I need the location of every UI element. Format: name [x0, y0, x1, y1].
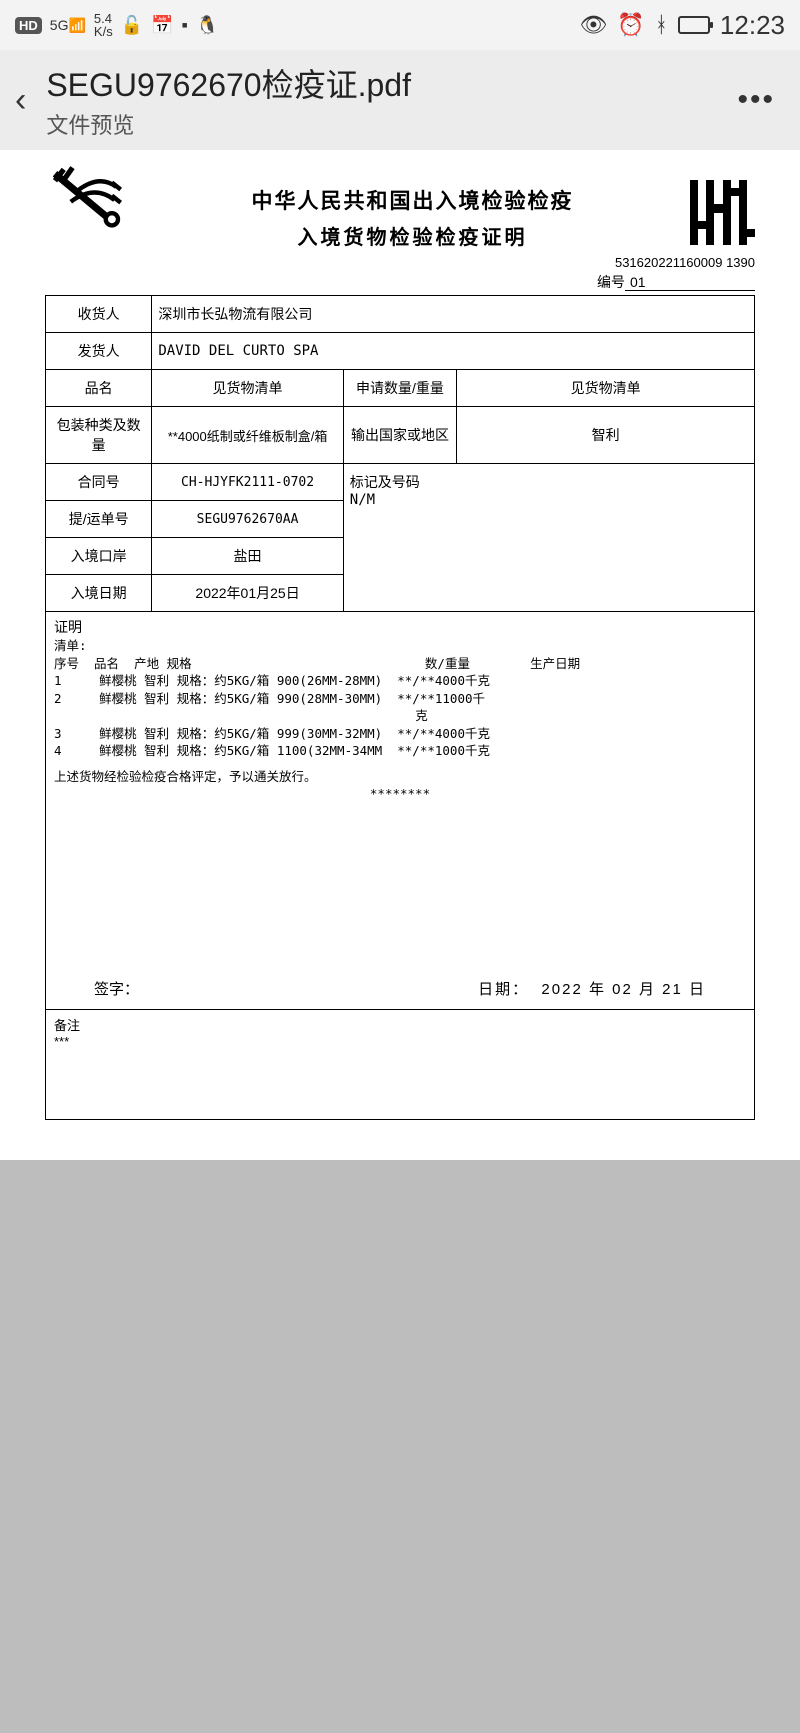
consignee-value: 深圳市长弘物流有限公司	[152, 296, 755, 333]
back-button[interactable]: ‹	[15, 81, 26, 120]
battery-icon	[678, 16, 710, 34]
consignee-label: 收货人	[46, 296, 152, 333]
signature-label: 签字：	[94, 978, 139, 999]
document-page: 中华人民共和国出入境检验检疫 入境货物检验检疫证明 53162022116000…	[0, 150, 800, 1160]
product-label: 品名	[46, 370, 152, 407]
doc-title-2: 入境货物检验检疫证明	[135, 221, 690, 250]
calendar-icon: 📅	[151, 15, 173, 36]
logo-icon	[45, 165, 135, 235]
file-title: SEGU9762670检疫证.pdf	[46, 60, 717, 106]
qty-label: 申请数量/重量	[343, 370, 456, 407]
shipper-value: DAVID DEL CURTO SPA	[152, 333, 755, 370]
signature-date: 日期： 2022 年 02 月 21 日	[478, 978, 706, 999]
status-bar: HD 5G📶 5.4K/s 🔓 📅 ▪ 🐧 👁 ⏰ ᚼ 12:23	[0, 0, 800, 50]
lock-icon: 🔓	[121, 15, 143, 36]
bill-label: 提/运单号	[46, 501, 152, 538]
port-value: 盐田	[152, 538, 343, 575]
bluetooth-icon: ᚼ	[655, 12, 668, 38]
shipper-label: 发货人	[46, 333, 152, 370]
entry-date-value: 2022年01月25日	[152, 575, 343, 612]
marks-cell: 标记及号码 N/M	[343, 464, 754, 612]
clock-time: 12:23	[720, 10, 785, 41]
port-label: 入境口岸	[46, 538, 152, 575]
empty-area	[0, 1160, 800, 1710]
remarks-section: 备注 ***	[45, 1010, 755, 1120]
qty-value: 见货物清单	[457, 370, 755, 407]
product-value: 见货物清单	[152, 370, 343, 407]
certification-section: 证明 清单: 序号 品名 产地 规格 数/重量 生产日期 1 鲜樱桃 智利 规格…	[45, 612, 755, 1010]
speed-indicator: 5.4K/s	[94, 12, 113, 38]
alarm-icon: ⏰	[617, 12, 644, 38]
serial-number: 531620221160009 1390	[45, 255, 755, 270]
contract-label: 合同号	[46, 464, 152, 501]
app-icon: ▪	[182, 15, 188, 36]
doc-title-1: 中华人民共和国出入境检验检疫	[135, 185, 690, 215]
hd-badge: HD	[15, 17, 42, 34]
country-value: 智利	[457, 407, 755, 464]
eye-icon: 👁	[579, 12, 607, 38]
qr-code	[690, 180, 755, 245]
network-icon: 5G📶	[50, 17, 86, 34]
serial-row: 编号 01	[45, 272, 755, 292]
package-value: **4000纸制或纤维板制盒/箱	[152, 407, 343, 464]
app-header: ‹ SEGU9762670检疫证.pdf 文件预览 •••	[0, 50, 800, 150]
penguin-icon: 🐧	[196, 15, 218, 36]
country-label: 输出国家或地区	[343, 407, 456, 464]
entry-date-label: 入境日期	[46, 575, 152, 612]
more-button[interactable]: •••	[737, 83, 785, 117]
main-table: 收货人 深圳市长弘物流有限公司 发货人 DAVID DEL CURTO SPA …	[45, 295, 755, 612]
package-label: 包装种类及数量	[46, 407, 152, 464]
contract-value: CH-HJYFK2111-0702	[152, 464, 343, 501]
file-subtitle: 文件预览	[46, 108, 717, 140]
bill-value: SEGU9762670AA	[152, 501, 343, 538]
